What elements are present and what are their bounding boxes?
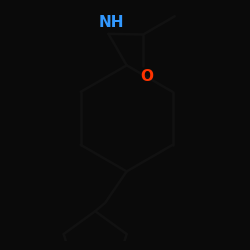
Text: O: O	[141, 69, 154, 84]
Text: NH: NH	[98, 15, 124, 30]
